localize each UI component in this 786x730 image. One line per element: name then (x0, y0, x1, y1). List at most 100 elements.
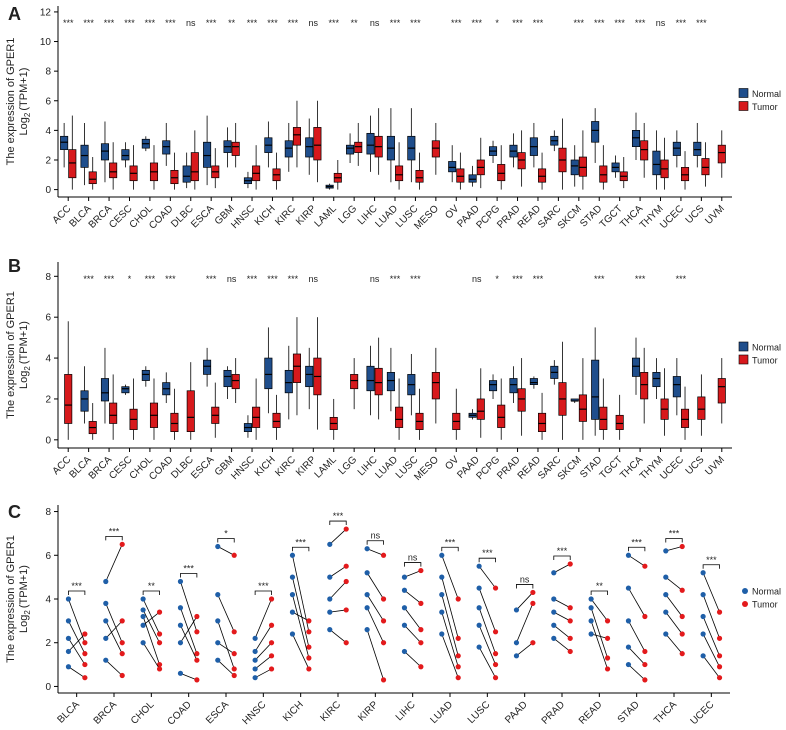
pair-line (590, 620, 608, 670)
box (652, 372, 661, 388)
tumor-point (492, 585, 499, 591)
pair-line (68, 620, 86, 654)
significance: *** (104, 274, 115, 284)
pair-line (665, 576, 683, 591)
pair-line (68, 638, 86, 665)
normal-point (289, 552, 296, 558)
significance: * (128, 274, 132, 284)
tumor-point (343, 640, 349, 646)
tumor-point (380, 618, 387, 624)
pair-line (180, 616, 198, 643)
box (170, 169, 179, 185)
tumor-point (231, 552, 237, 558)
tumor-point (492, 629, 499, 635)
tumor-point (306, 666, 312, 672)
box (190, 152, 199, 182)
significance: ns (186, 18, 196, 28)
box (231, 141, 240, 156)
unit-rest: (TPM+1) (18, 68, 30, 111)
box (456, 168, 465, 183)
x-tick-label: KICH (253, 454, 278, 479)
significance: *** (390, 18, 401, 28)
x-tick-label: READ (577, 699, 604, 726)
significance: *** (206, 18, 217, 28)
tumor-point (455, 596, 461, 602)
x-tick-label: ESCA (189, 454, 216, 481)
tumor-point (268, 640, 275, 646)
significance: *** (557, 546, 568, 556)
tumor-point (82, 631, 88, 637)
pair-line (217, 546, 235, 556)
pair-line (665, 594, 683, 617)
tumor-point (194, 651, 200, 657)
significance: *** (83, 18, 94, 28)
significance: *** (288, 18, 299, 28)
normal-point (439, 592, 445, 598)
normal-point (476, 622, 482, 628)
tumor-point (306, 629, 312, 635)
significance: ns (472, 274, 482, 284)
sig-bracket (292, 546, 310, 552)
normal-point (700, 653, 706, 659)
normal-point (215, 618, 221, 624)
box (591, 121, 600, 143)
panel-label: A (8, 4, 21, 24)
legend-label: Normal (752, 343, 781, 353)
significance: *** (676, 18, 687, 28)
box (497, 404, 506, 428)
normal-point (663, 592, 669, 598)
pair-line (68, 633, 86, 652)
box (292, 353, 301, 383)
x-tick-label: KIRP (356, 699, 381, 724)
x-tick-label: UVM (703, 454, 727, 478)
box (697, 396, 706, 420)
pair-line (404, 589, 422, 604)
box (570, 159, 579, 176)
significance: *** (288, 274, 299, 284)
tumor-point (231, 672, 237, 679)
pair-line (105, 544, 123, 582)
legend-marker (742, 588, 748, 594)
tumor-point (268, 653, 275, 659)
x-tick-label: HNSC (241, 699, 269, 727)
significance: *** (696, 18, 707, 28)
tumor-point (679, 651, 685, 657)
normal-point (215, 657, 221, 663)
box (100, 378, 110, 402)
pair-line (254, 655, 272, 670)
box (80, 390, 89, 412)
tumor-point (492, 675, 499, 681)
box (599, 165, 608, 183)
normal-point (588, 631, 594, 637)
normal-point (476, 585, 482, 591)
tumor-point (418, 640, 424, 646)
box (223, 369, 232, 388)
significance: *** (206, 274, 217, 284)
normal-point (551, 596, 557, 602)
box (88, 171, 97, 185)
box (415, 169, 424, 183)
sig-bracket (254, 590, 272, 595)
normal-point (65, 596, 72, 602)
normal-point (439, 574, 445, 580)
x-tick-label: BRCA (92, 699, 120, 727)
pair-line (516, 642, 534, 657)
pair-line (329, 581, 347, 600)
significance: *** (635, 18, 646, 28)
pair-line (478, 565, 496, 589)
pair-line (628, 664, 646, 681)
legend-marker (738, 341, 749, 352)
normal-point (140, 613, 146, 620)
box (517, 388, 526, 412)
normal-point (625, 552, 632, 558)
normal-point (177, 640, 184, 646)
pair-line (366, 594, 384, 622)
box (431, 372, 440, 400)
x-tick-label: KIRC (273, 203, 298, 228)
significance: *** (145, 18, 156, 28)
x-tick-label: COAD (166, 699, 194, 727)
box (578, 394, 587, 422)
pair-line (292, 633, 310, 670)
tumor-point (567, 648, 573, 655)
tumor-point (418, 600, 424, 606)
